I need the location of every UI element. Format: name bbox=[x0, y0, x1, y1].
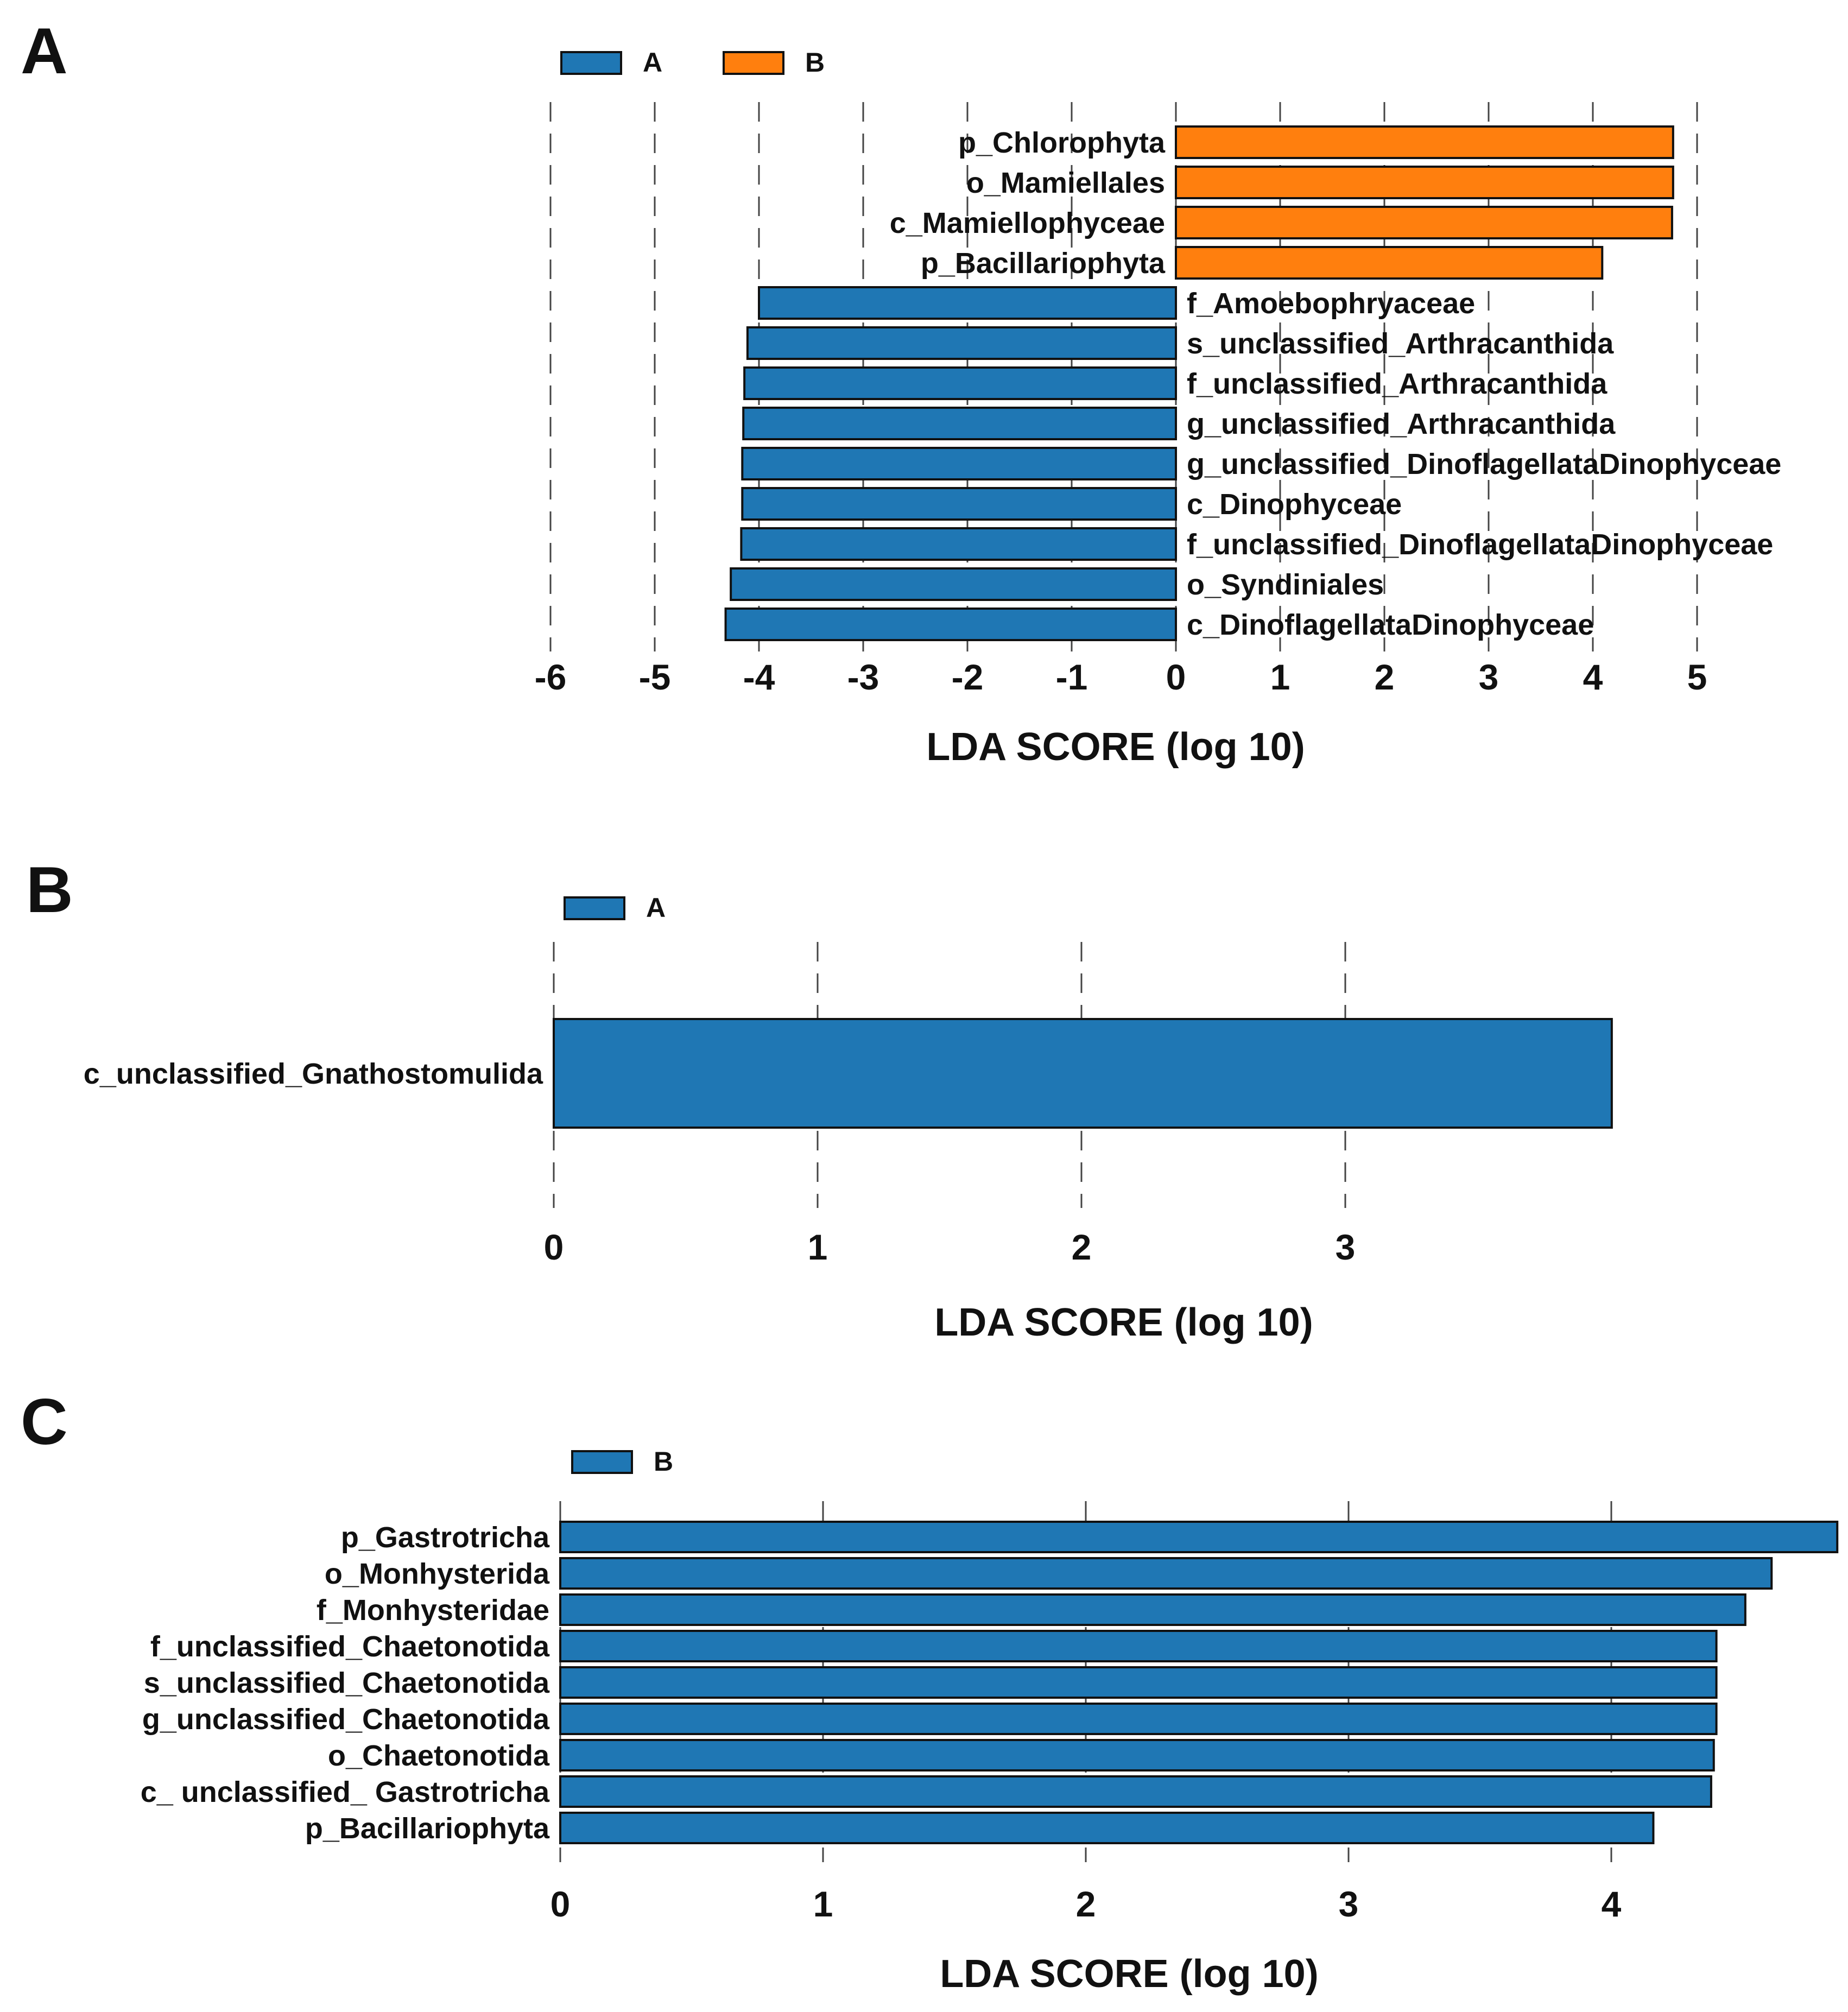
category-label: f_unclassified_Arthracanthida bbox=[1187, 368, 1607, 400]
bar bbox=[559, 1593, 1746, 1626]
panel-b-lda-chart: B Ac_unclassified_Gnathostomulida 0 1 2 3 LDA … bbox=[26, 853, 1613, 1344]
x-tick-label: 2 bbox=[1076, 1884, 1096, 1924]
category-label: c_ unclassified_ Gastrotricha bbox=[141, 1776, 550, 1808]
category-label: c_Mamiellophyceae bbox=[890, 207, 1165, 239]
panel-letter: A bbox=[21, 15, 68, 87]
x-tick-label: 2 bbox=[1072, 1227, 1092, 1267]
x-tick-label: 0 bbox=[1166, 657, 1186, 697]
x-axis-title: LDA SCORE (log 10) bbox=[940, 1952, 1318, 1996]
x-tick-label: -5 bbox=[639, 657, 671, 697]
x-tick-label: 3 bbox=[1336, 1227, 1356, 1267]
x-tick-label: 0 bbox=[550, 1884, 571, 1924]
bar bbox=[1175, 166, 1674, 199]
category-label: s_unclassified_Arthracanthida bbox=[1187, 327, 1614, 360]
category-label: f_Monhysteridae bbox=[317, 1594, 549, 1627]
x-tick-label: 1 bbox=[813, 1884, 833, 1924]
x-tick-label: -1 bbox=[1056, 657, 1088, 697]
category-label: c_unclassified_Gnathostomulida bbox=[84, 1058, 543, 1090]
x-tick-label: -2 bbox=[952, 657, 984, 697]
bar bbox=[741, 487, 1177, 521]
category-label: c_Dinophyceae bbox=[1187, 488, 1402, 521]
x-tick-label: 1 bbox=[808, 1227, 828, 1267]
bar bbox=[730, 567, 1178, 601]
x-tick-label: 3 bbox=[1339, 1884, 1359, 1924]
category-label: o_Mamiellales bbox=[966, 167, 1165, 199]
bar bbox=[559, 1521, 1839, 1553]
bar bbox=[746, 326, 1177, 360]
category-label: f_unclassified_Chaetonotida bbox=[150, 1630, 550, 1663]
legend-label: B bbox=[805, 47, 825, 78]
category-label: o_Syndiniales bbox=[1187, 568, 1384, 601]
bar bbox=[559, 1775, 1712, 1808]
x-tick-label: -6 bbox=[535, 657, 567, 697]
bar bbox=[559, 1739, 1715, 1771]
category-label: o_Monhysterida bbox=[325, 1558, 550, 1590]
bar bbox=[758, 286, 1177, 320]
legend-label: A bbox=[643, 47, 662, 78]
legend-label: A bbox=[646, 893, 666, 923]
bar bbox=[1175, 125, 1674, 159]
panel-letter: B bbox=[26, 853, 73, 926]
bar bbox=[559, 1630, 1718, 1662]
category-label: p_Chlorophyta bbox=[958, 126, 1166, 159]
x-tick-label: 3 bbox=[1479, 657, 1499, 697]
category-label: p_Bacillariophyta bbox=[921, 247, 1166, 280]
legend-swatch-a bbox=[564, 896, 625, 920]
bar bbox=[559, 1557, 1773, 1590]
category-label: s_unclassified_Chaetonotida bbox=[144, 1667, 550, 1699]
legend-swatch-b bbox=[723, 51, 784, 75]
bar bbox=[1175, 246, 1604, 280]
bar bbox=[724, 608, 1178, 641]
x-tick-label: -3 bbox=[847, 657, 879, 697]
category-label: p_Gastrotricha bbox=[341, 1521, 550, 1554]
legend-label: B bbox=[654, 1446, 673, 1477]
x-tick-label: 4 bbox=[1583, 657, 1603, 697]
x-tick-label: 0 bbox=[544, 1227, 564, 1267]
category-label: o_Chaetonotida bbox=[328, 1739, 550, 1772]
x-tick-label: -4 bbox=[743, 657, 775, 697]
category-label: f_Amoebophryaceae bbox=[1187, 287, 1475, 320]
panel-letter: C bbox=[21, 1385, 68, 1458]
bar bbox=[740, 527, 1177, 561]
x-tick-label: 5 bbox=[1687, 657, 1707, 697]
bar bbox=[559, 1812, 1655, 1844]
bar bbox=[743, 366, 1177, 400]
category-label: g_unclassified_Arthracanthida bbox=[1187, 408, 1616, 440]
category-label: c_DinoflagellataDinophyceae bbox=[1187, 609, 1594, 641]
category-label: g_unclassified_DinoflagellataDinophyceae bbox=[1187, 448, 1781, 480]
x-tick-label: 2 bbox=[1375, 657, 1395, 697]
category-label: g_unclassified_Chaetonotida bbox=[142, 1703, 550, 1736]
panel-a-lda-chart: A A Bp_Chlorophyta o_Mamiellales c_Mamiellop… bbox=[21, 15, 1781, 769]
x-tick-label: 4 bbox=[1602, 1884, 1622, 1924]
legend-swatch-a bbox=[560, 51, 622, 75]
bar bbox=[559, 1703, 1718, 1735]
bar bbox=[1175, 206, 1673, 239]
bar bbox=[741, 447, 1177, 480]
x-axis-title: LDA SCORE (log 10) bbox=[934, 1301, 1313, 1344]
legend-swatch-b bbox=[571, 1450, 633, 1474]
bar bbox=[559, 1666, 1718, 1699]
category-label: f_unclassified_DinoflagellataDinophyceae bbox=[1187, 528, 1773, 561]
bar bbox=[742, 407, 1177, 440]
panel-c-lda-chart: C Bp_Gastrotricha o_Monhysterida f_Monhyste… bbox=[21, 1385, 1839, 1996]
x-axis-title: LDA SCORE (log 10) bbox=[926, 725, 1305, 769]
x-tick-label: 1 bbox=[1270, 657, 1290, 697]
bar bbox=[553, 1018, 1613, 1129]
category-label: p_Bacillariophyta bbox=[305, 1812, 550, 1845]
